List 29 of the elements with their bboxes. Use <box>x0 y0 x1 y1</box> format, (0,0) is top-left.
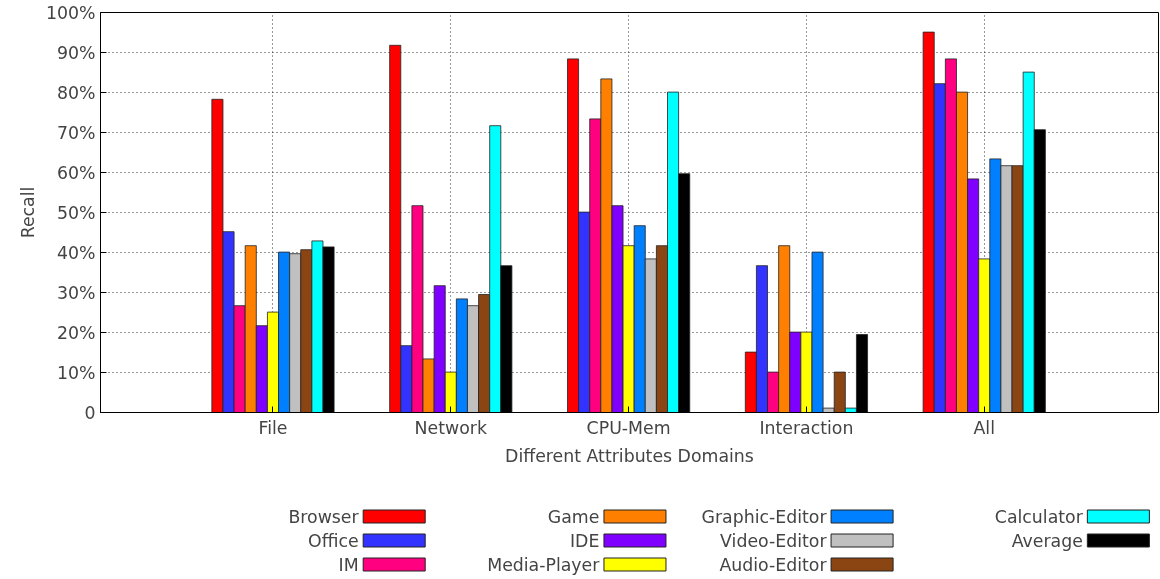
x-tick-label: All <box>973 417 995 438</box>
legend-label: IM <box>338 554 359 575</box>
y-tick-label: 60% <box>56 162 96 183</box>
x-tick-label: Network <box>414 417 487 438</box>
x-tick-label: CPU-Mem <box>586 417 671 438</box>
legend-label: Game <box>547 506 600 527</box>
y-tick-label: 70% <box>56 122 96 143</box>
y-axis-title: Recall <box>17 186 38 239</box>
y-tick-label: 30% <box>56 282 96 303</box>
y-tick-label: 0 <box>84 402 96 423</box>
x-tick-label: File <box>258 417 288 438</box>
y-tick-label: 40% <box>56 242 96 263</box>
legend-label: Average <box>1011 530 1083 551</box>
legend-label: Media-Player <box>487 554 601 575</box>
x-axis-title: Different Attributes Domains <box>505 445 754 466</box>
x-tick-label: Interaction <box>759 417 854 438</box>
legend-label: Calculator <box>994 506 1084 527</box>
y-tick-label: 10% <box>56 362 96 383</box>
y-tick-label: 80% <box>56 82 96 103</box>
legend-label: Browser <box>288 506 360 527</box>
legend-label: Office <box>308 530 359 551</box>
y-tick-label: 20% <box>56 322 96 343</box>
legend-label: Graphic-Editor <box>701 506 828 527</box>
y-tick-label: 50% <box>56 202 96 223</box>
legend-label: IDE <box>570 530 600 551</box>
legend-label: Audio-Editor <box>719 554 828 575</box>
y-tick-label: 90% <box>56 42 96 63</box>
y-tick-label: 100% <box>45 2 96 23</box>
legend-label: Video-Editor <box>720 530 828 551</box>
